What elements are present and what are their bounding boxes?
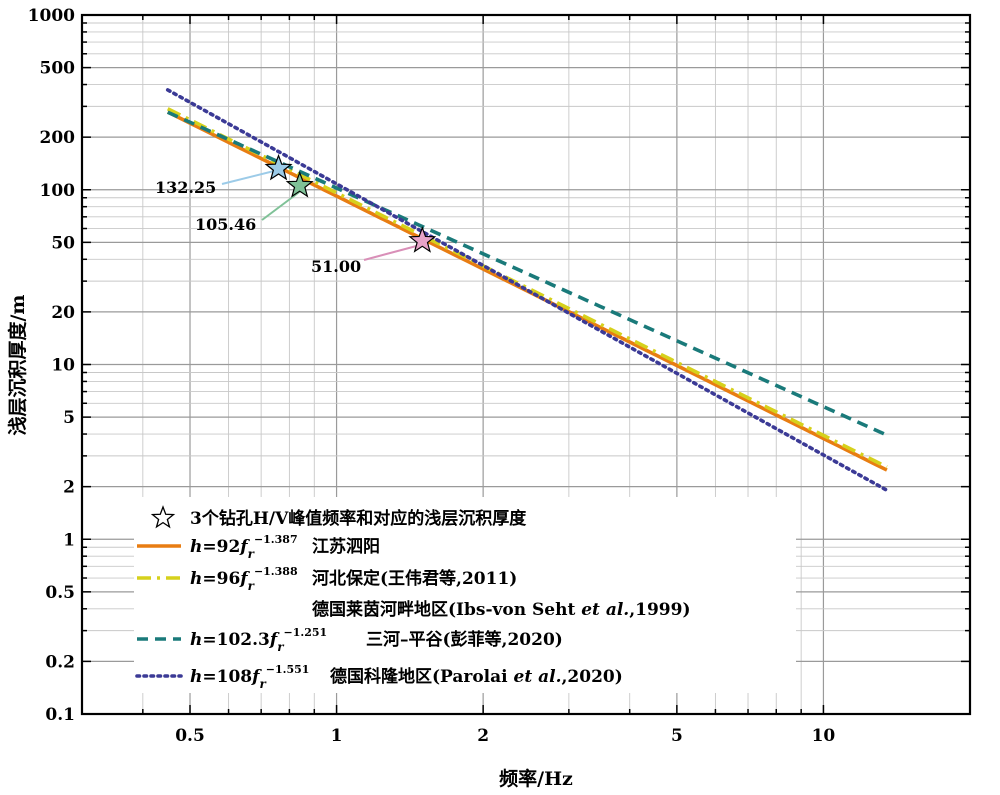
- legend-label-1: 河北保定(王伟君等,2011): [312, 568, 517, 589]
- y-tick-label: 100: [40, 181, 76, 201]
- y-tick-label: 200: [40, 128, 76, 148]
- series-layer: [165, 88, 889, 493]
- y-tick-label: 0.2: [45, 652, 75, 672]
- borehole-star-0: [264, 153, 293, 181]
- x-axis-title: 频率/Hz: [499, 767, 573, 790]
- x-tick-label: 5: [671, 726, 683, 746]
- borehole-leader-0: [221, 169, 279, 185]
- annotation-layer: 132.25 105.46 51.00: [155, 153, 437, 276]
- series-line-3: [165, 88, 889, 493]
- y-tick-label: 10: [51, 356, 75, 376]
- legend-label-3: 德国科隆地区(Parolai et al.,2020): [330, 666, 623, 687]
- legend-star-marker: [150, 505, 176, 529]
- y-tick-label: 20: [51, 303, 75, 323]
- legend-label-boreholes: 3个钻孔H/V峰值频率和对应的浅层沉积厚度: [190, 508, 527, 529]
- x-tick-label: 2: [477, 726, 489, 746]
- borehole-value-label-0: 132.25: [155, 178, 216, 197]
- y-tick-label: 5: [63, 408, 75, 428]
- legend-formula-2: h=102.3fr−1.251: [190, 626, 327, 654]
- borehole-value-label-2: 51.00: [311, 257, 361, 276]
- y-tick-label: 500: [40, 59, 76, 79]
- y-tick-label: 1000: [28, 6, 75, 26]
- legend-label-0: 江苏泗阳: [312, 536, 380, 557]
- legend-label-2: 三河–平谷(彭菲等,2020): [366, 629, 563, 650]
- x-tick-label: 1: [331, 726, 343, 746]
- y-tick-label: 0.5: [45, 583, 75, 603]
- axes: 0.5 1 2 5 10 0.1 0.2 0.5 1 2 5 10 20 50 100 200 500 1000: [28, 6, 972, 746]
- legend: 3个钻孔H/V峰值频率和对应的浅层沉积厚度 h=92fr−1.387 江苏泗阳 h=9…: [134, 497, 796, 693]
- x-tick-label: 0.5: [175, 726, 205, 746]
- series-line-1: [166, 107, 888, 469]
- legend-formula-0: h=92fr−1.387: [190, 533, 298, 561]
- y-tick-label: 0.1: [45, 705, 75, 725]
- y-tick-label: 2: [63, 478, 75, 498]
- y-tick-label: 50: [51, 233, 75, 253]
- borehole-star-1: [285, 171, 314, 198]
- legend-formula-3: h=108fr−1.551: [190, 663, 309, 691]
- legend-label-1-b: 德国莱茵河畔地区(Ibs-von Seht et al.,1999): [312, 599, 691, 620]
- borehole-value-label-1: 105.46: [195, 215, 256, 234]
- legend-box: [134, 497, 796, 693]
- series-line-2: [166, 110, 888, 437]
- y-tick-label: 1: [63, 530, 75, 550]
- legend-formula-1: h=96fr−1.388: [190, 565, 298, 593]
- y-axis-title: 浅层沉积厚度/m: [6, 294, 29, 435]
- borehole-star-2: [408, 226, 437, 253]
- x-tick-label: 10: [812, 726, 836, 746]
- borehole-leader-1: [261, 189, 303, 221]
- borehole-leader-2: [363, 243, 425, 261]
